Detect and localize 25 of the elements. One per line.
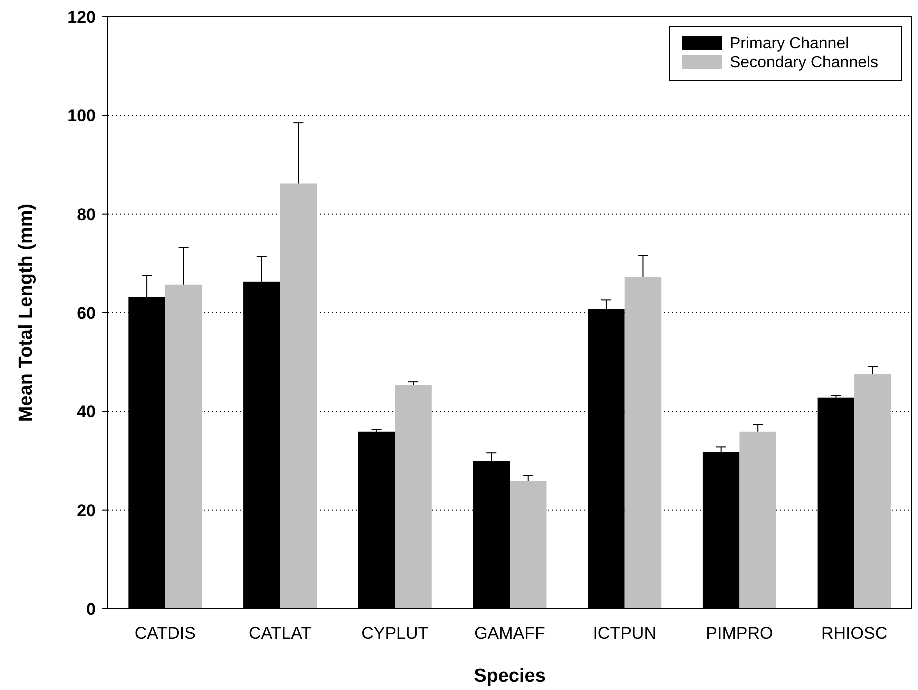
y-tick-label: 40 bbox=[77, 402, 96, 422]
x-tick-label: ICTPUN bbox=[593, 624, 656, 643]
bar bbox=[624, 276, 662, 609]
x-tick-label: CATLAT bbox=[248, 624, 312, 643]
bar bbox=[280, 184, 318, 609]
bar bbox=[165, 284, 202, 609]
y-tick-label: 100 bbox=[68, 106, 96, 126]
bar bbox=[740, 432, 776, 609]
bar bbox=[510, 481, 547, 609]
y-axis-title: Mean Total Length (mm) bbox=[16, 204, 37, 422]
x-tick-label: CATDIS bbox=[134, 624, 196, 643]
x-tick-label: CYPLUT bbox=[362, 624, 429, 643]
y-tick-label: 0 bbox=[86, 600, 96, 619]
y-tick-label: 120 bbox=[68, 8, 96, 27]
x-tick-label: PIMPRO bbox=[706, 624, 774, 643]
legend-label: Secondary Channels bbox=[730, 54, 879, 72]
legend-label: Primary Channel bbox=[730, 36, 850, 53]
y-tick-label: 80 bbox=[77, 205, 96, 224]
y-tick-label: 20 bbox=[77, 501, 96, 520]
y-tick-label: 60 bbox=[77, 304, 96, 323]
x-tick-label: RHIOSC bbox=[822, 624, 888, 643]
bar bbox=[854, 374, 892, 609]
x-axis-title: Species bbox=[474, 666, 546, 687]
x-tick-label: GAMAFF bbox=[474, 624, 546, 643]
bar bbox=[395, 385, 432, 609]
